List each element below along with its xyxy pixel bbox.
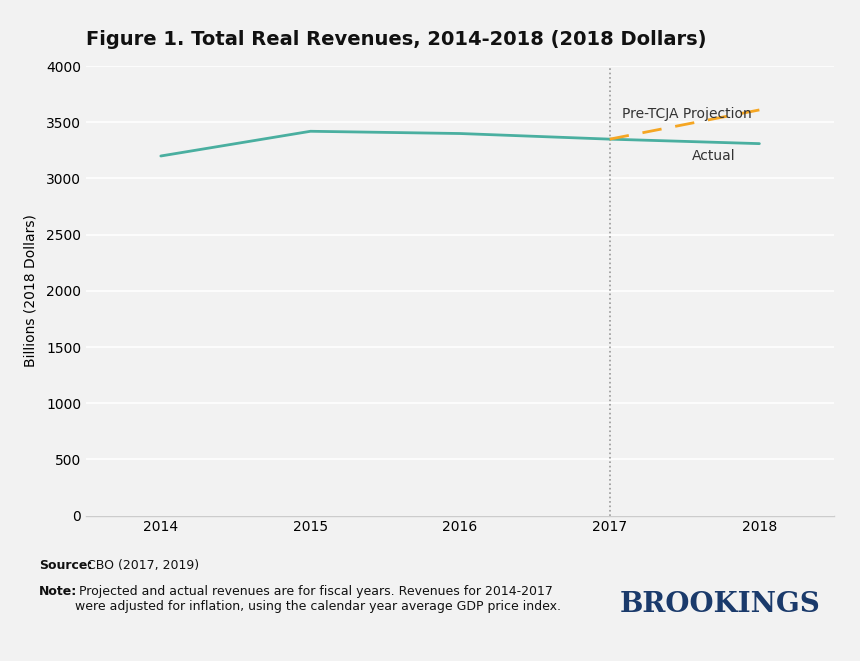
Text: Figure 1. Total Real Revenues, 2014-2018 (2018 Dollars): Figure 1. Total Real Revenues, 2014-2018… — [86, 30, 707, 50]
Text: Actual: Actual — [692, 149, 735, 163]
Text: Source:: Source: — [39, 559, 92, 572]
Text: Pre-TCJA Projection: Pre-TCJA Projection — [622, 107, 752, 121]
Text: Projected and actual revenues are for fiscal years. Revenues for 2014-2017
were : Projected and actual revenues are for fi… — [75, 585, 561, 613]
Y-axis label: Billions (2018 Dollars): Billions (2018 Dollars) — [24, 214, 38, 368]
Text: CBO (2017, 2019): CBO (2017, 2019) — [83, 559, 200, 572]
Text: Note:: Note: — [39, 585, 77, 598]
Text: BROOKINGS: BROOKINGS — [619, 592, 820, 618]
